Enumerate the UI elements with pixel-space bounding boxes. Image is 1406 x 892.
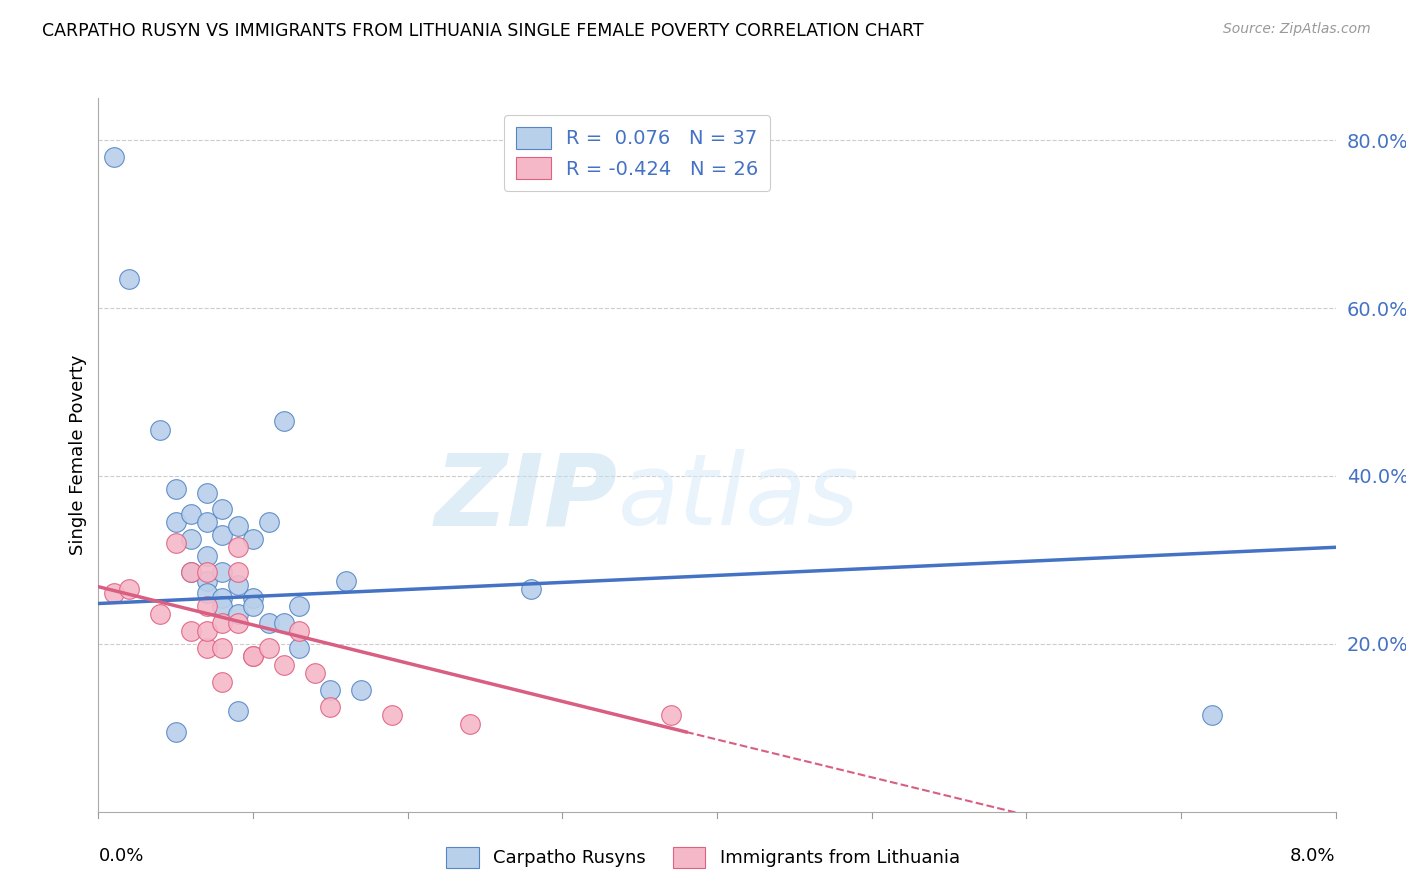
Point [350, 683, 373, 698]
Point [242, 649, 264, 664]
Point [226, 541, 249, 555]
Point [226, 566, 249, 580]
Point [1201, 708, 1223, 723]
Point [180, 507, 202, 521]
Point [195, 566, 218, 580]
Point [226, 607, 249, 622]
Text: 8.0%: 8.0% [1291, 847, 1336, 865]
Point [242, 591, 264, 605]
Y-axis label: Single Female Poverty: Single Female Poverty [69, 355, 87, 555]
Point [195, 640, 218, 655]
Point [381, 708, 404, 723]
Point [211, 566, 233, 580]
Point [180, 532, 202, 546]
Point [304, 666, 326, 681]
Point [211, 502, 233, 516]
Point [180, 566, 202, 580]
Point [226, 578, 249, 592]
Point [520, 582, 543, 597]
Point [226, 615, 249, 630]
Point [242, 532, 264, 546]
Point [319, 683, 342, 698]
Point [118, 271, 141, 285]
Point [288, 640, 311, 655]
Point [195, 586, 218, 600]
Point [273, 657, 295, 672]
Point [659, 708, 682, 723]
Point [103, 586, 125, 600]
Legend: R =  0.076   N = 37, R = -0.424   N = 26: R = 0.076 N = 37, R = -0.424 N = 26 [505, 115, 770, 191]
Point [242, 599, 264, 613]
Text: CARPATHO RUSYN VS IMMIGRANTS FROM LITHUANIA SINGLE FEMALE POVERTY CORRELATION CH: CARPATHO RUSYN VS IMMIGRANTS FROM LITHUA… [42, 22, 924, 40]
Point [180, 624, 202, 639]
Point [288, 599, 311, 613]
Point [257, 640, 280, 655]
Point [165, 482, 187, 496]
Text: atlas: atlas [619, 450, 859, 546]
Point [165, 536, 187, 550]
Point [211, 591, 233, 605]
Point [195, 549, 218, 563]
Point [257, 515, 280, 529]
Point [458, 716, 481, 731]
Point [211, 599, 233, 613]
Point [257, 615, 280, 630]
Point [273, 615, 295, 630]
Point [165, 725, 187, 739]
Point [149, 607, 172, 622]
Point [319, 699, 342, 714]
Point [211, 640, 233, 655]
Point [103, 150, 125, 164]
Point [242, 649, 264, 664]
Point [195, 599, 218, 613]
Point [118, 582, 141, 597]
Point [211, 615, 233, 630]
Text: ZIP: ZIP [434, 450, 619, 546]
Point [226, 519, 249, 533]
Point [149, 423, 172, 437]
Text: 0.0%: 0.0% [98, 847, 143, 865]
Point [226, 704, 249, 718]
Text: Source: ZipAtlas.com: Source: ZipAtlas.com [1223, 22, 1371, 37]
Point [195, 515, 218, 529]
Point [335, 574, 357, 588]
Point [273, 414, 295, 428]
Legend: Carpatho Rusyns, Immigrants from Lithuania: Carpatho Rusyns, Immigrants from Lithuan… [436, 836, 970, 879]
Point [195, 624, 218, 639]
Point [288, 624, 311, 639]
Point [195, 574, 218, 588]
Point [195, 485, 218, 500]
Point [211, 674, 233, 689]
Point [165, 515, 187, 529]
Point [180, 566, 202, 580]
Point [211, 527, 233, 541]
